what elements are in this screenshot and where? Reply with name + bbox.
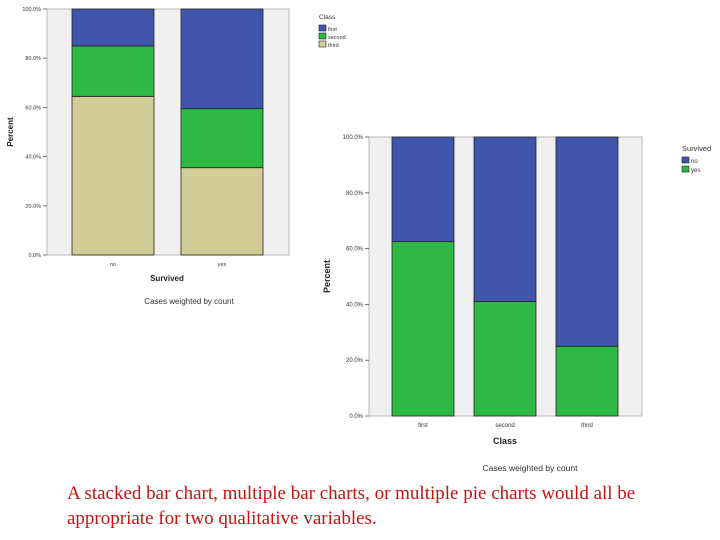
chart-a-x-tick-label: yes [218,262,227,268]
chart-b-bar-third-yes [555,345,619,417]
chart-b-x-axis-label: Class [493,436,517,446]
chart-b-x-tick-label: third [581,423,593,429]
chart-b-x-tick-label: first [418,423,428,429]
chart-a-bar-no-third [71,95,155,256]
chart-b-footnote: Cases weighted by count [483,463,579,473]
chart-a-legend-swatch-second [318,32,327,40]
chart-a-legend-label-second: second [328,35,346,41]
chart-a-legend-swatch-first [318,24,327,32]
class-by-survived-chart: 0.0% 20.0% 40.0% 60.0% 80.0% 100.0% first secon… [322,135,711,473]
chart-a-y-tick-label: 20.0% [25,204,41,210]
chart-b-y-tick-label: 40.0% [346,302,364,308]
chart-b-x-tick-label: second [495,423,514,429]
chart-a-legend-title: Class [319,14,336,21]
chart-b-y-tick-label: 0.0% [349,414,363,420]
chart-b-bar-second-no [473,136,537,303]
chart-b-bar-second-yes [473,301,537,417]
chart-a-x-axis-label: Survived [150,274,184,283]
survived-by-class-chart: 0.0% 20.0% 40.0% 60.0% 80.0% 100.0% no yes Perce… [6,7,346,306]
chart-b-legend-label-yes: yes [691,168,700,174]
chart-b-legend-title: Survived [682,144,711,153]
chart-b-legend-label-no: no [691,159,698,165]
chart-b-bar-third-no [555,136,619,347]
chart-a-y-tick-label: 0.0% [28,253,41,259]
chart-b-y-tick-label: 100.0% [343,135,364,141]
chart-b-y-tick-label: 80.0% [346,191,364,197]
chart-b-y-axis-label: Percent [322,260,332,293]
chart-a-footnote: Cases weighted by count [144,297,234,306]
chart-a-legend-label-third: third [328,43,339,49]
chart-b-y-tick-label: 60.0% [346,247,364,253]
chart-a-bar-yes-third [180,167,264,256]
chart-a-x-tick-label: no [110,262,116,268]
chart-b-bar-first-no [391,136,455,243]
chart-b-legend-swatch-no [681,156,690,164]
chart-a-legend-swatch-third [318,40,327,48]
chart-b-legend-swatch-yes [681,165,690,173]
chart-b-y-tick-label: 20.0% [346,358,364,364]
chart-a-y-tick-label: 40.0% [25,155,41,161]
chart-a-bar-yes-first [180,8,264,110]
caption-text: A stacked bar chart, multiple bar charts… [67,483,636,529]
chart-a-y-tick-label: 80.0% [25,56,41,62]
chart-a-bar-no-first [71,8,155,47]
chart-a-bar-no-second [71,45,155,97]
chart-a-y-tick-label: 60.0% [25,105,41,111]
chart-b-bar-first-yes [391,241,455,417]
chart-a-y-axis-label: Percent [6,117,15,147]
chart-a-bar-yes-second [180,108,264,169]
chart-a-y-tick-label: 100.0% [22,7,41,13]
chart-a-legend-label-first: first [328,27,337,33]
